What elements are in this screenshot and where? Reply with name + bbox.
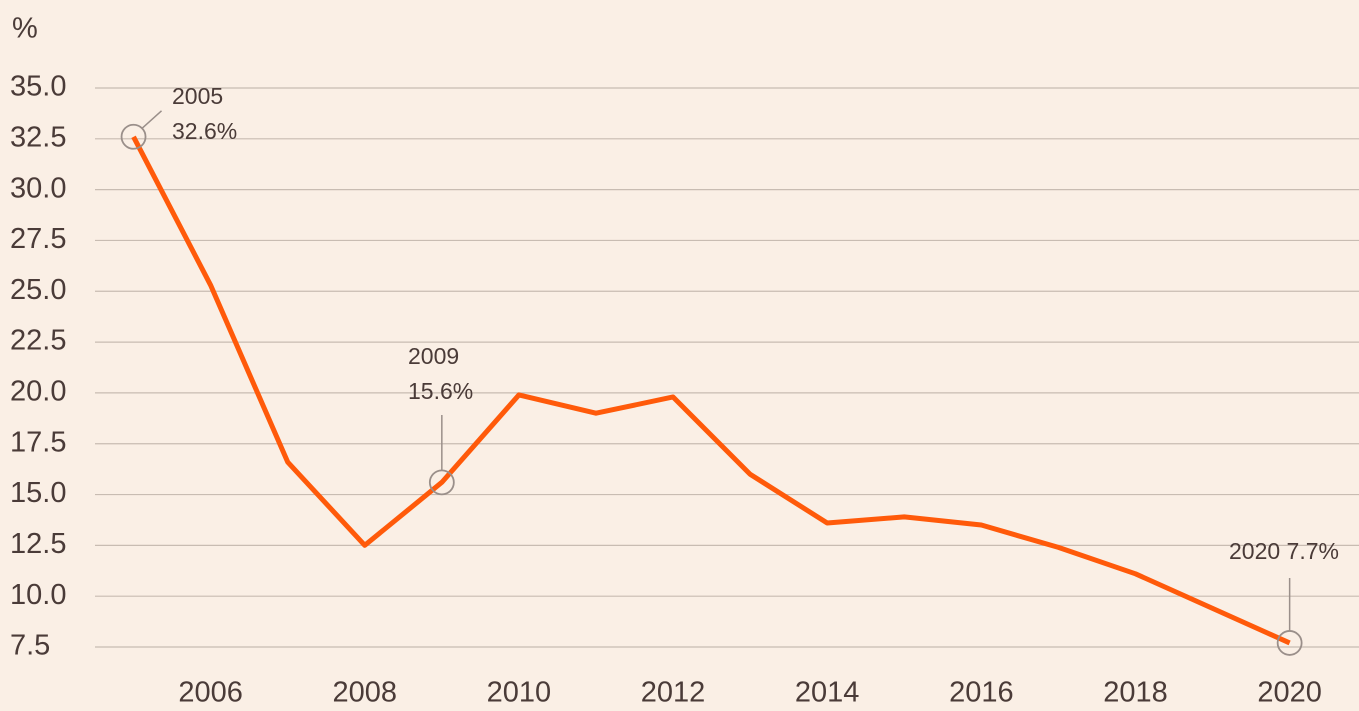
y-tick-label: 10.0: [10, 579, 66, 611]
y-tick-label: 12.5: [10, 528, 66, 560]
x-tick-label: 2010: [487, 677, 552, 709]
annotation-circle: [120, 123, 147, 150]
x-tick-label: 2014: [795, 677, 860, 709]
annotation-leader: [141, 110, 163, 130]
x-tick-label: 2012: [641, 677, 706, 709]
annotation-text: 2009: [408, 343, 459, 369]
x-tick-label: 2008: [332, 677, 397, 709]
y-tick-label: 27.5: [10, 223, 66, 255]
y-tick-label: 7.5: [10, 630, 50, 662]
x-tick-label: 2016: [949, 677, 1014, 709]
y-tick-label: 35.0: [10, 71, 66, 103]
y-tick-label: 32.5: [10, 121, 66, 153]
x-tick-label: 2018: [1103, 677, 1168, 709]
x-tick-label: 2020: [1257, 677, 1322, 709]
annotation-circle: [1276, 630, 1303, 656]
y-tick-label: 20.0: [10, 376, 66, 408]
y-tick-label: 25.0: [10, 274, 66, 306]
x-tick-label: 2006: [178, 677, 243, 709]
line: [131, 135, 1291, 646]
y-unit: %: [12, 13, 38, 45]
annotation-circle: [428, 469, 455, 496]
y-tick-label: 17.5: [10, 426, 66, 458]
y-tick-label: 15.0: [10, 477, 66, 509]
y-tick-label: 30.0: [10, 172, 66, 204]
annotation-text: 2005: [172, 83, 223, 109]
y-tick-label: 22.5: [10, 325, 66, 357]
annotation-text: 2020 7.7%: [1229, 538, 1339, 564]
annotation-text: 32.6%: [172, 118, 237, 144]
annotation-text: 15.6%: [408, 378, 473, 404]
